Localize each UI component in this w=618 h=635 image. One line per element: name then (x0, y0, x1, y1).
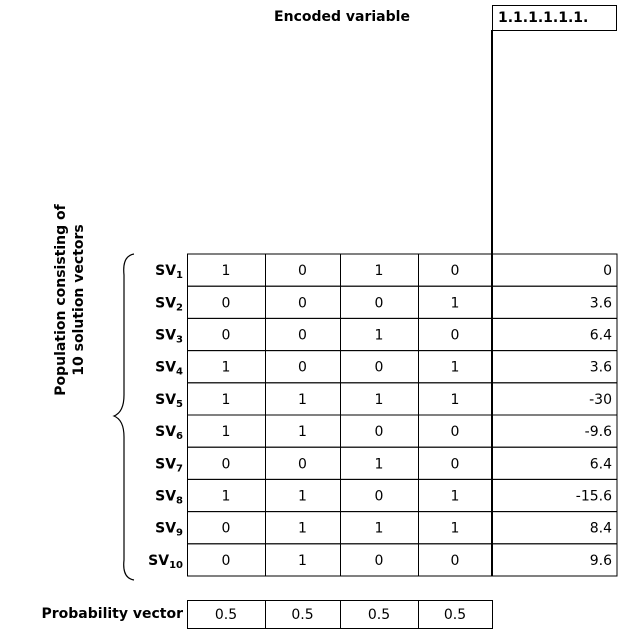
bit-cell: 1 (375, 392, 384, 408)
row-label: SV1 (155, 263, 183, 281)
row-label-sub: 10 (169, 560, 183, 571)
row-label: SV3 (155, 328, 183, 346)
bit-cell: 0 (222, 521, 231, 537)
row-label: SV4 (155, 360, 183, 378)
bit-cell: 1 (298, 392, 307, 408)
bit-cell: 0 (222, 553, 231, 569)
bit-cell: 0 (451, 456, 460, 472)
prob-value: 0.5 (368, 607, 390, 623)
bit-cell: 1 (375, 263, 384, 279)
bit-cell: 1 (451, 392, 460, 408)
row-label-text: SV (155, 328, 176, 344)
bit-cell: 1 (298, 521, 307, 537)
value-text: 8.4 (590, 521, 612, 537)
bit-cell: 1 (298, 553, 307, 569)
row-label: SV2 (155, 295, 183, 313)
bit-cell: 0 (298, 456, 307, 472)
row-label: SV7 (155, 456, 183, 474)
bit-cell: 0 (222, 328, 231, 344)
row-label-sub: 4 (176, 367, 183, 378)
bit-cell: 1 (222, 360, 231, 376)
population-label-line: 10 solution vectors (71, 224, 87, 376)
bit-cell: 0 (222, 456, 231, 472)
bit-cell: 1 (451, 521, 460, 537)
bit-cell: 1 (298, 489, 307, 505)
bit-cell: 0 (298, 263, 307, 279)
value-text: 3.6 (590, 295, 612, 311)
row-label-text: SV (155, 521, 176, 537)
bit-cell: 0 (375, 489, 384, 505)
population-label: Population consisting of 10 solution vec… (53, 203, 87, 395)
bit-cell: 0 (451, 553, 460, 569)
bit-cell: 1 (222, 424, 231, 440)
value-text: 6.4 (590, 328, 612, 344)
value-text: 3.6 (590, 360, 612, 376)
row-label-sub: 1 (176, 270, 183, 281)
row-label: SV9 (155, 521, 183, 539)
row-label-sub: 9 (176, 528, 183, 539)
value-text: -9.6 (585, 424, 612, 440)
bit-cell: 1 (375, 456, 384, 472)
brace (112, 253, 135, 581)
encoded-box (492, 5, 617, 31)
row-label-text: SV (155, 392, 176, 408)
row-label-sub: 6 (176, 431, 183, 442)
row-label-sub: 8 (176, 496, 183, 507)
row-label: SV5 (155, 392, 183, 410)
bit-cell: 1 (222, 263, 231, 279)
bit-cell: 0 (375, 424, 384, 440)
bit-cell: 0 (375, 360, 384, 376)
value-text: 9.6 (590, 553, 612, 569)
prob-value: 0.5 (291, 607, 313, 623)
value-text: 0 (603, 263, 612, 279)
row-label-text: SV (148, 553, 169, 569)
row-label-text: SV (155, 295, 176, 311)
value-cell (491, 253, 618, 287)
bit-cell: 0 (298, 295, 307, 311)
bit-cell: 1 (222, 392, 231, 408)
bit-cell: 0 (222, 295, 231, 311)
value-text: -30 (589, 392, 612, 408)
value-text: 6.4 (590, 456, 612, 472)
row-label: SV8 (155, 489, 183, 507)
row-label-text: SV (155, 489, 176, 505)
prob-cell (418, 600, 493, 629)
row-label-text: SV (155, 456, 176, 472)
row-label-text: SV (155, 424, 176, 440)
bit-cell: 1 (451, 360, 460, 376)
bit-cell: 0 (451, 328, 460, 344)
bit-cell: 1 (375, 328, 384, 344)
row-label: SV10 (148, 553, 183, 571)
row-label-sub: 2 (176, 302, 183, 313)
prob-value: 0.5 (215, 607, 237, 623)
bit-cell: 0 (451, 263, 460, 279)
row-label-sub: 7 (176, 463, 183, 474)
population-label-line: Population consisting of (53, 203, 69, 395)
bit-cell: 0 (375, 295, 384, 311)
row-label-sub: 3 (176, 335, 183, 346)
row-label: SV6 (155, 424, 183, 442)
bit-cell: 1 (375, 521, 384, 537)
header-title: Encoded variable (274, 9, 410, 25)
row-label-text: SV (155, 360, 176, 376)
bit-cell: 0 (298, 360, 307, 376)
bit-cell: 1 (222, 489, 231, 505)
bit-cell: 1 (451, 489, 460, 505)
value-text: -15.6 (576, 489, 612, 505)
bit-cell: 1 (451, 295, 460, 311)
row-label-sub: 5 (176, 399, 183, 410)
encoded-value: 1.1.1.1.1.1. (498, 10, 588, 26)
row-label-text: SV (155, 263, 176, 279)
bit-cell: 0 (451, 424, 460, 440)
prob-value: 0.5 (444, 607, 466, 623)
bit-cell: 0 (375, 553, 384, 569)
bit-cell: 1 (298, 424, 307, 440)
probability-label: Probability vector (42, 606, 184, 622)
bit-cell: 0 (298, 328, 307, 344)
